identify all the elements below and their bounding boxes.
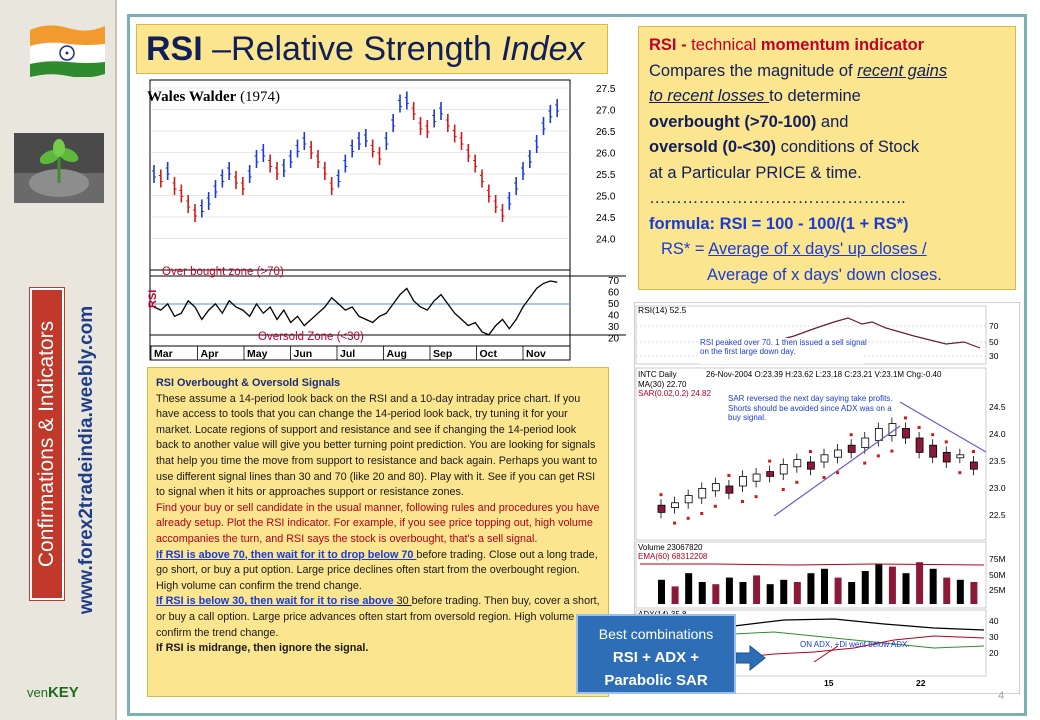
month-tick: Mar — [154, 348, 173, 360]
price-tick: 22.5 — [989, 510, 1006, 520]
rsi-annotation: RSI peaked over 70. 1 then issued a sell… — [700, 338, 867, 356]
signals-heading: RSI Overbought & Oversold Signals — [156, 377, 341, 389]
website-link[interactable]: www.forex2tradeindia.weebly.com — [76, 305, 97, 615]
rsi-tick: 60 — [608, 288, 620, 299]
category-label: Confirmations & Indicators — [29, 278, 65, 610]
overbought-label: Over bought zone (>70) — [162, 266, 284, 278]
price-tick: 24.0 — [989, 429, 1006, 439]
title-banner — [136, 24, 608, 74]
signal-rule-below-30: If RSI is below 30, then wait for it to … — [156, 595, 600, 639]
volume-tick: 75M — [989, 554, 1006, 564]
adx-tick: 40 — [989, 616, 999, 626]
rsi-panel-label: RSI(14) 52.5 — [638, 305, 686, 315]
month-tick: May — [247, 348, 268, 360]
money-plant-icon — [14, 133, 104, 203]
right-arrow-icon — [736, 645, 766, 671]
price-tick: 25.0 — [596, 192, 616, 203]
india-flag-icon — [30, 25, 105, 77]
price-rsi-chart: 27.5 27.0 26.5 26.0 25.5 25.0 24.5 24.0 7060504… — [147, 79, 626, 361]
price-tick: 26.0 — [596, 149, 616, 160]
signals-intro: These assume a 14-period look back on th… — [156, 392, 598, 499]
rsi-tick: 40 — [608, 311, 620, 322]
rsi-tick: 70 — [608, 276, 620, 287]
month-tick: Oct — [480, 348, 498, 360]
signal-rule-midrange: If RSI is midrange, then ignore the sign… — [156, 642, 369, 655]
page-number: 4 — [998, 690, 1005, 702]
price-tick: 25.5 — [596, 170, 616, 181]
best-combinations-line: Parabolic SAR — [604, 672, 708, 689]
month-tick: Apr — [201, 348, 219, 360]
rsi-tick: 30 — [989, 351, 999, 361]
rsi-tick: 30 — [608, 322, 620, 333]
rsi-tick: 20 — [608, 334, 620, 345]
date-tick: 22 — [916, 678, 926, 688]
price-tick: 27.5 — [596, 84, 616, 95]
sar-label: SAR(0.02,0.2) 24.82 — [638, 389, 711, 398]
volume-tick: 25M — [989, 585, 1006, 595]
adx-annotation: ON ADX, +Di went below ADX. — [800, 640, 910, 649]
month-tick: Jun — [294, 348, 313, 360]
adx-tick: 30 — [989, 632, 999, 642]
month-tick: Aug — [387, 348, 407, 360]
rsi-signals-box: RSI Overbought & Oversold Signals These … — [147, 367, 609, 697]
chart-ticker: INTC Daily — [638, 370, 677, 379]
price-tick: 27.0 — [596, 106, 616, 117]
brand-logo: venKEY — [27, 684, 79, 701]
intc-daily-chart: RSI(14) 52.5 70 50 30 RSI peaked over 70… — [634, 302, 1020, 694]
rsi-definition-box: RSI - technical momentum indicator Compa… — [638, 26, 1016, 290]
rsi-tick: 50 — [608, 299, 620, 310]
date-tick: 15 — [824, 678, 834, 688]
best-combinations-box: Best combinations RSI + ADX + Parabolic … — [576, 614, 736, 694]
price-tick: 24.5 — [596, 213, 616, 224]
price-tick: 23.0 — [989, 483, 1006, 493]
rsi-axis-label: RSI — [147, 290, 159, 308]
best-combinations-line: RSI + ADX + — [612, 649, 700, 666]
chart-ohlc: 26-Nov-2004 O:23.39 H:23.62 L:23.18 C:23… — [706, 370, 942, 379]
price-tick: 24.0 — [596, 235, 616, 246]
ma-label: MA(30) 22.70 — [638, 380, 687, 389]
volume-tick: 50M — [989, 570, 1006, 580]
sar-annotation: SAR reversed the next day saying take pr… — [728, 394, 893, 422]
oversold-label: Oversold Zone (<30) — [258, 331, 364, 343]
rsi-tick: 70 — [989, 321, 999, 331]
month-tick: Jul — [340, 348, 355, 360]
month-tick: Sep — [433, 348, 452, 360]
sidebar: Confirmations & Indicators www.forex2tra… — [0, 0, 117, 720]
ema-label: EMA(60) 68312208 — [638, 552, 708, 561]
signals-example: Find your buy or sell candidate in the u… — [156, 501, 600, 545]
price-tick: 23.5 — [989, 456, 1006, 466]
best-combinations-title: Best combinations — [598, 626, 714, 642]
volume-label: Volume 23067820 — [638, 543, 703, 552]
author-credit: Wales Walder (1974) — [147, 89, 281, 105]
signal-rule-above-70: If RSI is above 70, then wait for it to … — [156, 548, 598, 592]
price-tick: 24.5 — [989, 402, 1006, 412]
price-tick: 26.5 — [596, 127, 616, 138]
month-tick: Nov — [526, 348, 546, 360]
adx-tick: 20 — [989, 648, 999, 658]
rsi-tick: 50 — [989, 337, 999, 347]
page-title: RSI –Relative Strength Index — [146, 30, 585, 68]
